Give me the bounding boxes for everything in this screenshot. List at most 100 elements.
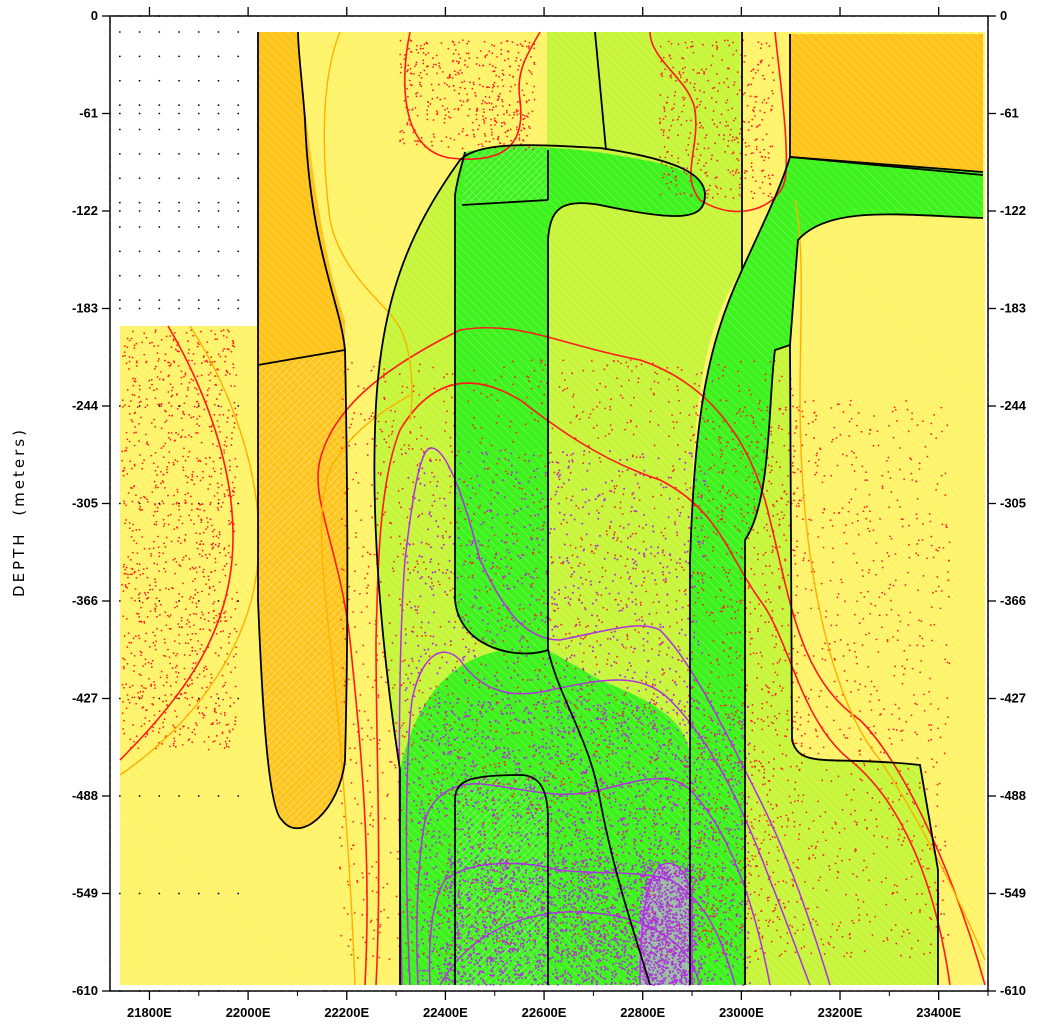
red-dot	[790, 801, 792, 804]
red-dot	[446, 862, 449, 865]
red-dot	[640, 679, 643, 682]
red-dot	[358, 593, 361, 595]
red-dot	[178, 508, 181, 511]
red-dot	[217, 654, 220, 657]
red-dot	[795, 427, 797, 430]
red-dot	[197, 393, 200, 396]
red-dot	[219, 355, 222, 358]
red-dot	[414, 106, 417, 109]
red-dot	[583, 607, 586, 609]
red-dot	[526, 640, 529, 642]
red-dot	[738, 186, 741, 189]
red-dot	[176, 501, 179, 504]
red-dot	[349, 758, 352, 761]
red-dot	[497, 701, 500, 704]
red-dot	[494, 66, 497, 69]
red-dot	[703, 420, 706, 423]
red-dot	[620, 714, 623, 717]
red-dot	[782, 517, 784, 520]
red-dot	[800, 499, 803, 502]
red-dot	[366, 592, 368, 595]
red-dot	[544, 474, 547, 477]
red-dot	[744, 177, 747, 180]
red-dot	[903, 667, 906, 670]
red-dot	[879, 714, 881, 716]
red-dot	[176, 460, 179, 463]
red-dot	[762, 74, 764, 77]
red-dot	[158, 555, 161, 558]
red-dot	[350, 847, 353, 850]
red-dot	[130, 567, 133, 570]
red-dot	[940, 590, 943, 592]
red-dot	[141, 536, 144, 538]
red-dot	[831, 827, 834, 830]
red-dot	[893, 406, 896, 409]
red-dot	[735, 842, 738, 845]
red-dot	[147, 661, 150, 664]
red-dot	[778, 712, 781, 715]
red-dot	[887, 456, 890, 459]
red-dot	[404, 659, 406, 662]
red-dot	[528, 69, 531, 72]
red-dot	[604, 796, 607, 798]
red-dot	[215, 398, 218, 400]
red-dot	[596, 640, 599, 643]
red-dot	[180, 626, 183, 628]
red-dot	[197, 640, 200, 642]
red-dot	[506, 521, 509, 524]
red-dot	[573, 926, 576, 929]
red-dot	[222, 698, 225, 701]
red-dot	[753, 765, 756, 768]
red-dot	[792, 455, 795, 458]
red-dot	[172, 587, 174, 590]
red-dot	[429, 894, 432, 897]
red-dot	[459, 748, 461, 751]
red-dot	[855, 875, 858, 878]
red-dot	[569, 814, 572, 817]
red-dot	[512, 532, 514, 535]
red-dot	[188, 558, 191, 560]
red-dot	[791, 878, 794, 881]
red-dot	[680, 123, 683, 126]
red-dot	[340, 518, 343, 520]
red-dot	[360, 519, 363, 522]
red-dot	[738, 183, 741, 186]
red-dot	[209, 483, 211, 486]
red-dot	[947, 595, 950, 598]
red-dot	[740, 869, 742, 872]
red-dot	[482, 756, 485, 758]
red-dot	[684, 755, 687, 757]
red-dot	[122, 406, 124, 408]
red-dot	[127, 555, 130, 558]
red-dot	[730, 918, 733, 921]
red-dot	[769, 535, 771, 538]
red-dot	[698, 121, 701, 124]
red-dot	[735, 170, 738, 173]
red-dot	[837, 925, 840, 928]
red-dot	[451, 60, 454, 63]
red-dot	[175, 431, 177, 434]
red-dot	[737, 780, 740, 782]
red-dot	[401, 487, 404, 490]
red-dot	[765, 565, 767, 567]
red-dot	[543, 393, 546, 396]
red-dot	[147, 591, 149, 594]
red-dot	[619, 394, 622, 397]
red-dot	[569, 421, 572, 424]
red-dot	[419, 71, 422, 74]
red-dot	[715, 41, 718, 44]
red-dot	[500, 53, 503, 55]
red-dot	[672, 470, 674, 472]
red-dot	[126, 586, 128, 589]
red-dot	[387, 916, 389, 919]
red-dot	[178, 350, 180, 353]
red-dot	[785, 503, 788, 506]
red-dot	[145, 361, 148, 364]
red-dot	[455, 454, 458, 457]
red-dot	[634, 629, 637, 631]
red-dot	[925, 788, 928, 790]
red-dot	[694, 601, 697, 604]
red-dot	[741, 819, 743, 822]
red-dot	[421, 635, 424, 637]
red-dot	[657, 381, 660, 384]
